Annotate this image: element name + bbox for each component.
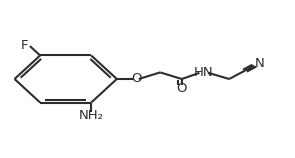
Text: O: O [131, 73, 142, 85]
Text: F: F [21, 39, 28, 52]
Text: HN: HN [194, 66, 213, 79]
Text: N: N [255, 57, 264, 70]
Text: NH₂: NH₂ [79, 109, 104, 122]
Text: O: O [176, 82, 187, 95]
